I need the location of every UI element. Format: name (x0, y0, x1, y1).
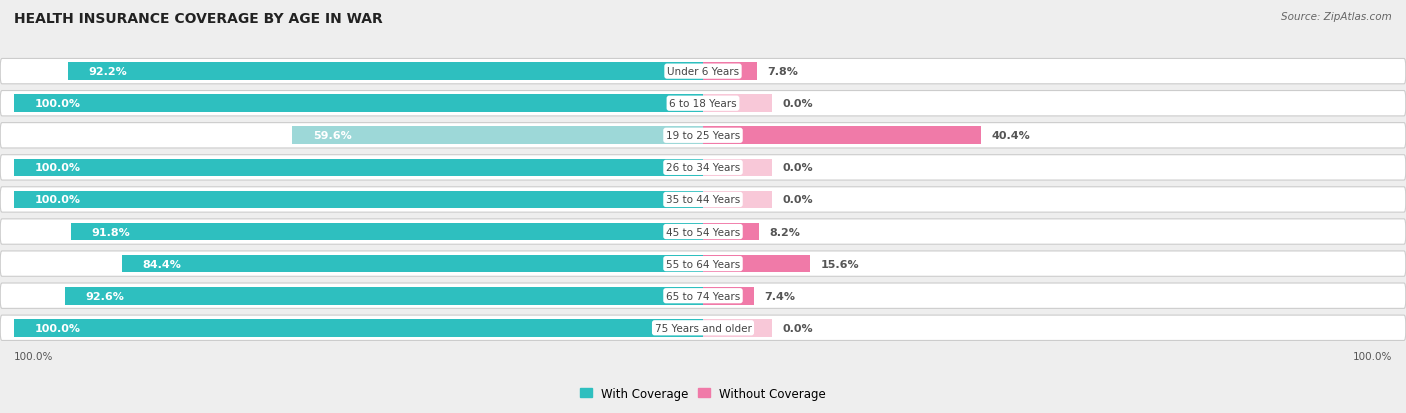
FancyBboxPatch shape (0, 188, 1406, 213)
Text: 6 to 18 Years: 6 to 18 Years (669, 99, 737, 109)
Bar (14, 95, 703, 113)
Text: 7.4%: 7.4% (765, 291, 796, 301)
Text: 40.4%: 40.4% (991, 131, 1031, 141)
Bar (14, 191, 703, 209)
Text: 26 to 34 Years: 26 to 34 Years (666, 163, 740, 173)
Bar (703, 287, 754, 305)
Bar (703, 127, 981, 145)
Text: HEALTH INSURANCE COVERAGE BY AGE IN WAR: HEALTH INSURANCE COVERAGE BY AGE IN WAR (14, 12, 382, 26)
Text: Under 6 Years: Under 6 Years (666, 67, 740, 77)
Bar (703, 95, 772, 113)
Text: 7.8%: 7.8% (768, 67, 799, 77)
Text: 0.0%: 0.0% (782, 163, 813, 173)
Bar (703, 255, 810, 273)
Text: 8.2%: 8.2% (770, 227, 800, 237)
Bar (703, 319, 772, 337)
Text: 65 to 74 Years: 65 to 74 Years (666, 291, 740, 301)
Bar (70, 223, 703, 241)
Text: 100.0%: 100.0% (1353, 351, 1392, 361)
Text: 0.0%: 0.0% (782, 323, 813, 333)
Text: 100.0%: 100.0% (35, 195, 80, 205)
FancyBboxPatch shape (0, 91, 1406, 116)
Bar (292, 127, 703, 145)
Text: 100.0%: 100.0% (14, 351, 53, 361)
Text: 59.6%: 59.6% (314, 131, 352, 141)
Text: 84.4%: 84.4% (142, 259, 181, 269)
Text: 100.0%: 100.0% (35, 323, 80, 333)
Bar (14, 319, 703, 337)
Bar (14, 159, 703, 177)
Text: 100.0%: 100.0% (35, 163, 80, 173)
Bar (703, 63, 756, 81)
Text: 75 Years and older: 75 Years and older (655, 323, 751, 333)
Text: 19 to 25 Years: 19 to 25 Years (666, 131, 740, 141)
FancyBboxPatch shape (0, 219, 1406, 244)
FancyBboxPatch shape (0, 155, 1406, 180)
Bar (67, 63, 703, 81)
FancyBboxPatch shape (0, 283, 1406, 309)
Text: 35 to 44 Years: 35 to 44 Years (666, 195, 740, 205)
FancyBboxPatch shape (0, 123, 1406, 149)
Bar (703, 159, 772, 177)
Legend: With Coverage, Without Coverage: With Coverage, Without Coverage (575, 382, 831, 404)
Bar (703, 223, 759, 241)
FancyBboxPatch shape (0, 316, 1406, 341)
Text: 91.8%: 91.8% (91, 227, 129, 237)
Text: 0.0%: 0.0% (782, 99, 813, 109)
FancyBboxPatch shape (0, 252, 1406, 277)
Bar (65, 287, 703, 305)
Text: 92.2%: 92.2% (89, 67, 127, 77)
Text: 45 to 54 Years: 45 to 54 Years (666, 227, 740, 237)
Text: 55 to 64 Years: 55 to 64 Years (666, 259, 740, 269)
Text: 15.6%: 15.6% (821, 259, 859, 269)
Bar (703, 191, 772, 209)
Text: Source: ZipAtlas.com: Source: ZipAtlas.com (1281, 12, 1392, 22)
Text: 100.0%: 100.0% (35, 99, 80, 109)
Text: 92.6%: 92.6% (86, 291, 125, 301)
FancyBboxPatch shape (0, 59, 1406, 85)
Text: 0.0%: 0.0% (782, 195, 813, 205)
Bar (121, 255, 703, 273)
